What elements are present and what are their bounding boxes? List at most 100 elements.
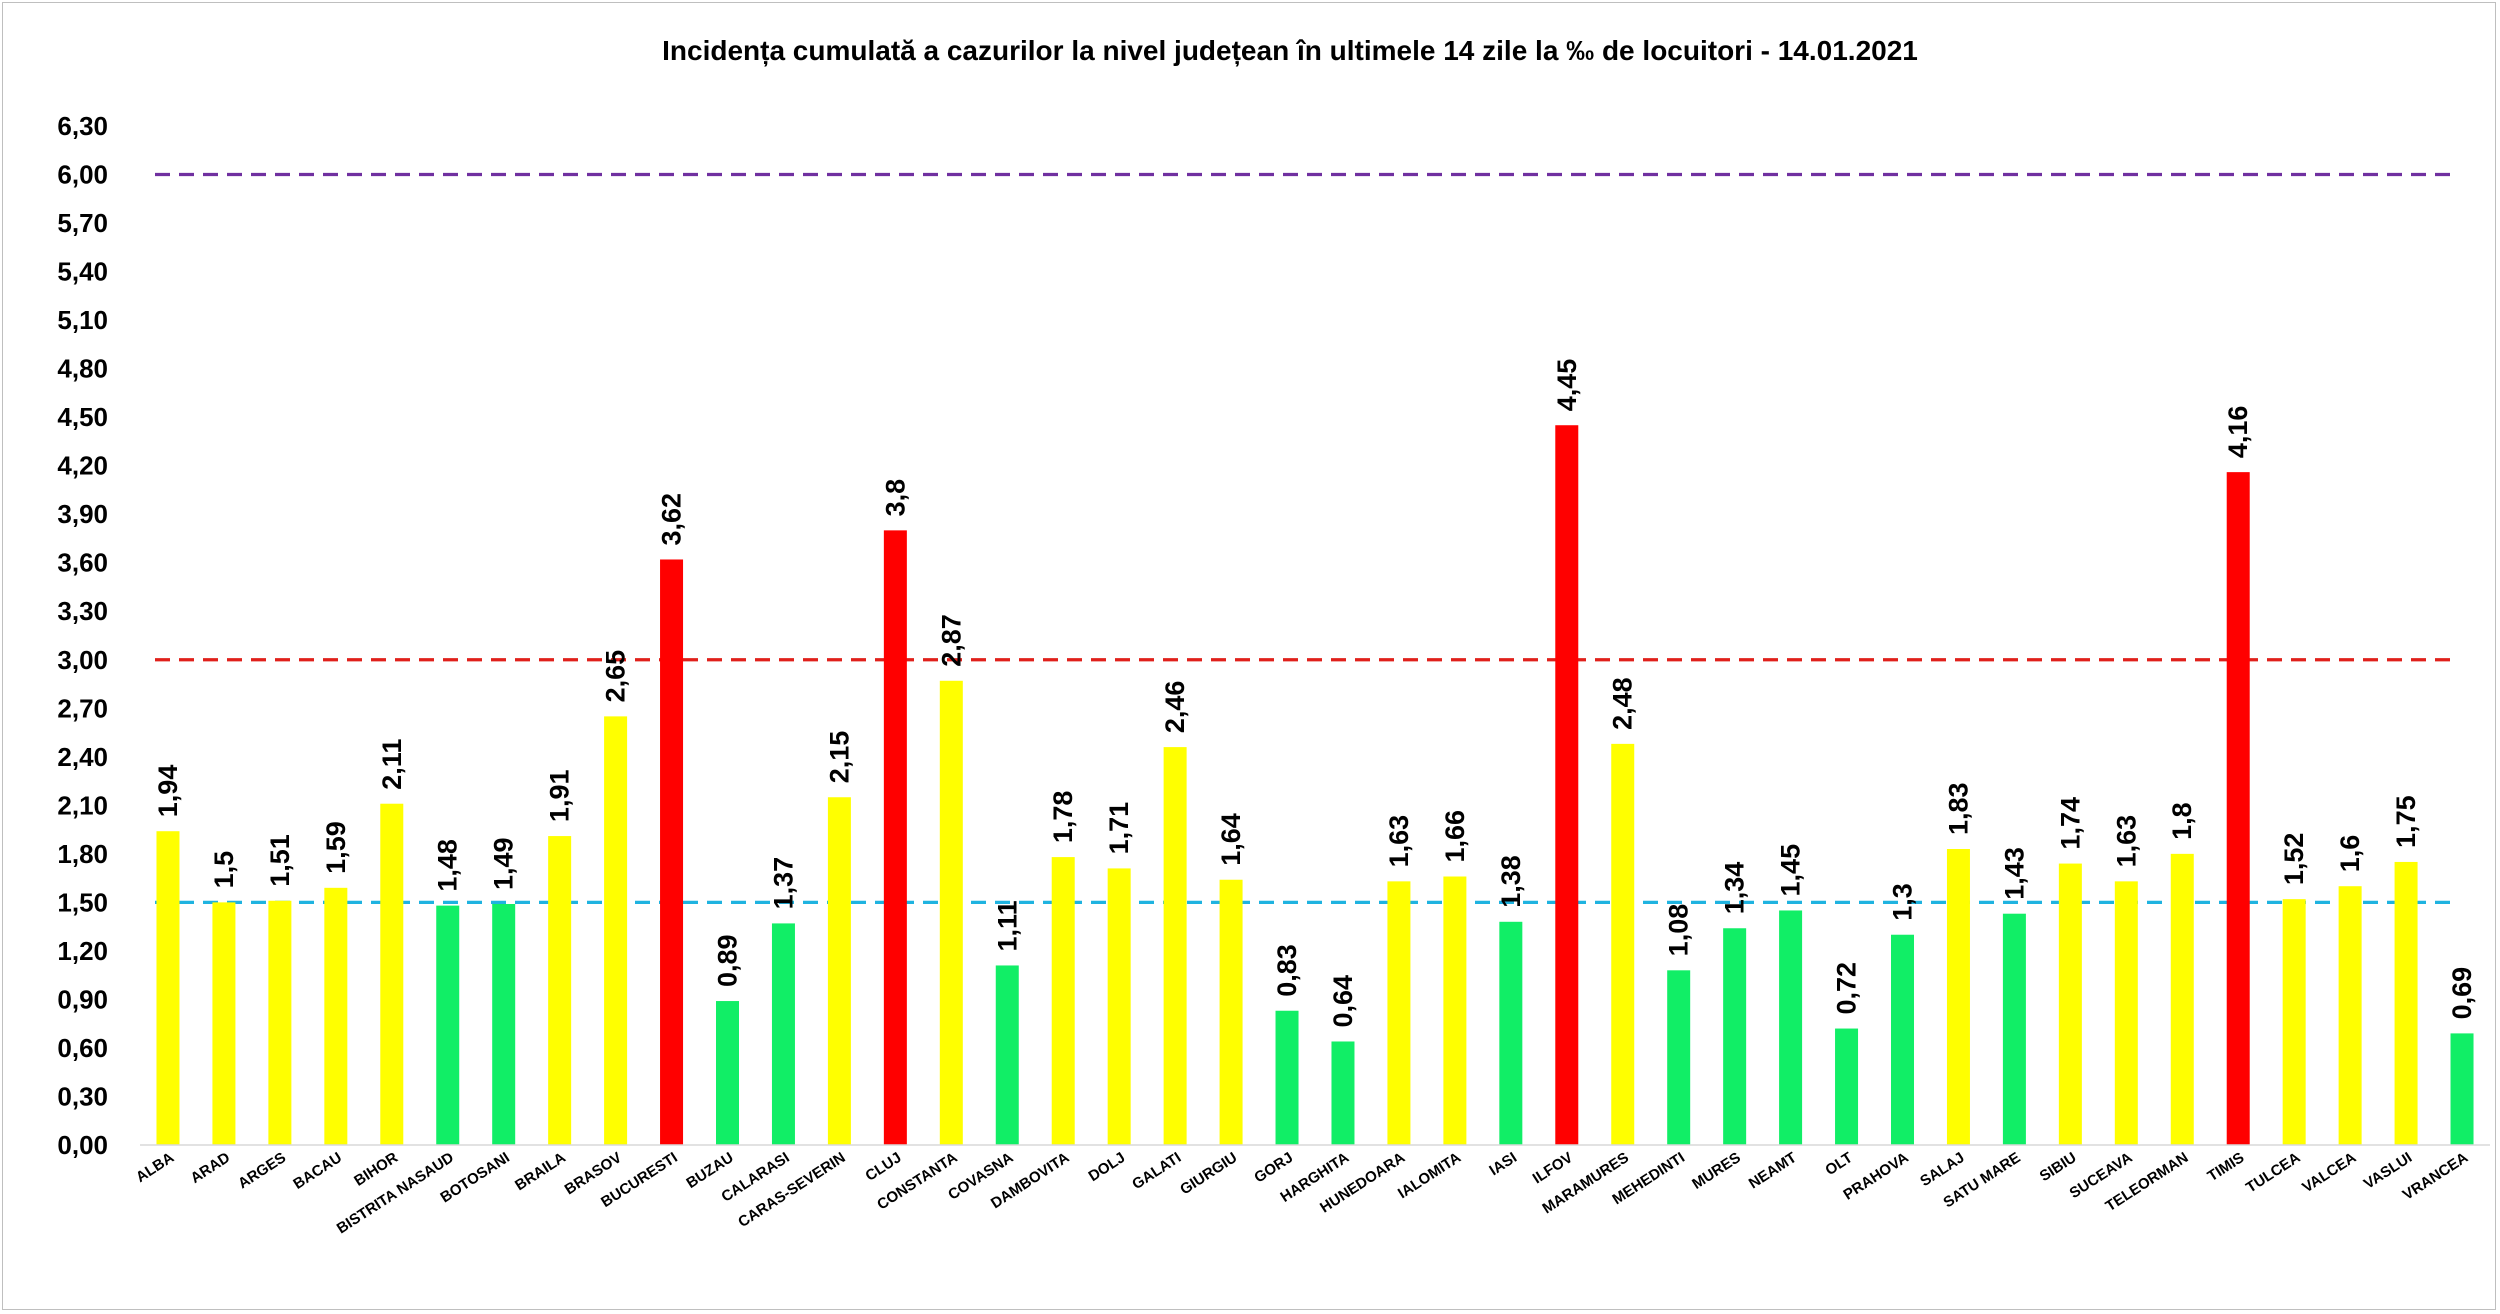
y-axis-ticks: 0,00 0,30 0,60 0,90 1,20 1,50 1,80 2,10 2,40 2,70… xyxy=(57,111,108,1160)
data-label: 1,63 xyxy=(1384,815,1414,868)
y-tick-label: 6,00 xyxy=(57,160,108,190)
data-label: 0,89 xyxy=(713,934,743,987)
bar xyxy=(939,680,963,1145)
bar xyxy=(1443,876,1467,1145)
bar xyxy=(436,905,460,1145)
y-tick-label: 1,50 xyxy=(57,887,108,917)
y-tick-label: 0,90 xyxy=(57,984,108,1014)
bar xyxy=(1723,928,1747,1145)
data-labels: 1,94 1,5 1,51 1,59 2,11 1,48 1,49 1,91 2,65 3,62 0… xyxy=(153,359,2477,1028)
x-tick-label: SIBIU xyxy=(2037,1149,2080,1185)
bar xyxy=(2450,1033,2474,1145)
y-tick-label: 6,30 xyxy=(57,111,108,141)
y-tick-label: 5,10 xyxy=(57,305,108,335)
bar xyxy=(268,900,292,1145)
data-label: 0,64 xyxy=(1328,975,1358,1028)
data-label: 2,11 xyxy=(377,739,407,790)
bar xyxy=(492,903,516,1145)
y-tick-label: 4,50 xyxy=(57,402,108,432)
bar xyxy=(156,831,180,1145)
data-label: 4,16 xyxy=(2223,406,2253,459)
bar xyxy=(1611,743,1635,1145)
bar xyxy=(1163,747,1187,1145)
bar xyxy=(995,965,1019,1145)
data-label: 1,63 xyxy=(2111,815,2141,868)
bar xyxy=(771,923,795,1145)
bar xyxy=(1107,868,1131,1145)
bar xyxy=(1275,1010,1299,1145)
bar xyxy=(2338,886,2362,1145)
bar xyxy=(1835,1028,1859,1145)
y-tick-label: 3,90 xyxy=(57,499,108,529)
bar xyxy=(604,716,628,1145)
bar xyxy=(1946,849,1970,1145)
y-tick-label: 3,30 xyxy=(57,596,108,626)
data-label: 3,8 xyxy=(880,479,910,517)
y-tick-label: 0,30 xyxy=(57,1081,108,1111)
bar xyxy=(1051,857,1075,1145)
x-tick-label: BRAILA xyxy=(512,1149,569,1194)
bar xyxy=(2170,853,2194,1145)
data-label: 0,69 xyxy=(2447,967,2477,1020)
data-label: 1,83 xyxy=(1943,782,1973,835)
x-tick-label: IALOMITA xyxy=(1395,1149,1464,1202)
x-tick-label: IASI xyxy=(1486,1149,1520,1179)
data-label: 2,65 xyxy=(601,650,631,703)
bar xyxy=(1331,1041,1355,1145)
data-label: 1,43 xyxy=(1999,847,2029,900)
data-label: 1,75 xyxy=(2391,795,2421,848)
data-label: 1,91 xyxy=(545,770,575,823)
bar xyxy=(716,1001,739,1145)
data-label: 1,45 xyxy=(1776,844,1806,897)
bar xyxy=(2002,913,2026,1145)
y-tick-label: 0,60 xyxy=(57,1033,108,1063)
x-tick-label: ALBA xyxy=(133,1149,177,1186)
y-tick-label: 2,70 xyxy=(57,693,108,723)
bar xyxy=(2282,899,2306,1145)
chart-title: Incidența cumulată a cazurilor la nivel … xyxy=(662,35,1918,66)
x-tick-label: BACAU xyxy=(290,1149,345,1193)
data-label: 0,72 xyxy=(1832,962,1862,1015)
data-label: 2,48 xyxy=(1608,677,1638,730)
bar xyxy=(1779,910,1803,1145)
bar xyxy=(1891,934,1914,1145)
bar xyxy=(2394,861,2418,1145)
x-tick-label: NEAMT xyxy=(1746,1149,1800,1192)
y-tick-label: 5,40 xyxy=(57,257,108,287)
data-label: 1,11 xyxy=(992,900,1022,951)
y-tick-label: 3,60 xyxy=(57,548,108,578)
data-label: 1,78 xyxy=(1048,791,1078,844)
data-label: 0,83 xyxy=(1272,944,1302,997)
x-tick-label: GORJ xyxy=(1251,1149,1296,1186)
y-tick-label: 1,20 xyxy=(57,936,108,966)
data-label: 1,52 xyxy=(2279,833,2309,886)
bar xyxy=(2058,863,2082,1145)
data-label: 1,71 xyxy=(1104,802,1134,855)
x-tick-label: TULCEA xyxy=(2243,1149,2303,1196)
bar xyxy=(2114,881,2138,1145)
data-label: 2,87 xyxy=(936,614,966,667)
bar xyxy=(2226,472,2250,1146)
bar xyxy=(380,803,404,1145)
data-label: 1,34 xyxy=(1720,862,1750,915)
bar xyxy=(1387,881,1411,1145)
data-label: 1,38 xyxy=(1496,855,1526,908)
data-label: 1,64 xyxy=(1216,813,1246,866)
data-label: 4,45 xyxy=(1552,359,1582,412)
reference-lines xyxy=(155,172,2450,904)
y-tick-label: 2,40 xyxy=(57,742,108,772)
x-tick-label: ILFOV xyxy=(1530,1149,1576,1187)
data-label: 1,6 xyxy=(2335,835,2365,873)
data-label: 1,8 xyxy=(2167,802,2197,840)
bar xyxy=(827,797,851,1145)
bars xyxy=(156,425,2474,1146)
bar xyxy=(324,887,348,1145)
data-label: 2,46 xyxy=(1160,681,1190,734)
y-tick-label: 2,10 xyxy=(57,790,108,820)
x-tick-label: ARAD xyxy=(187,1149,233,1187)
data-label: 1,3 xyxy=(1888,883,1918,921)
data-label: 1,74 xyxy=(2055,797,2085,850)
